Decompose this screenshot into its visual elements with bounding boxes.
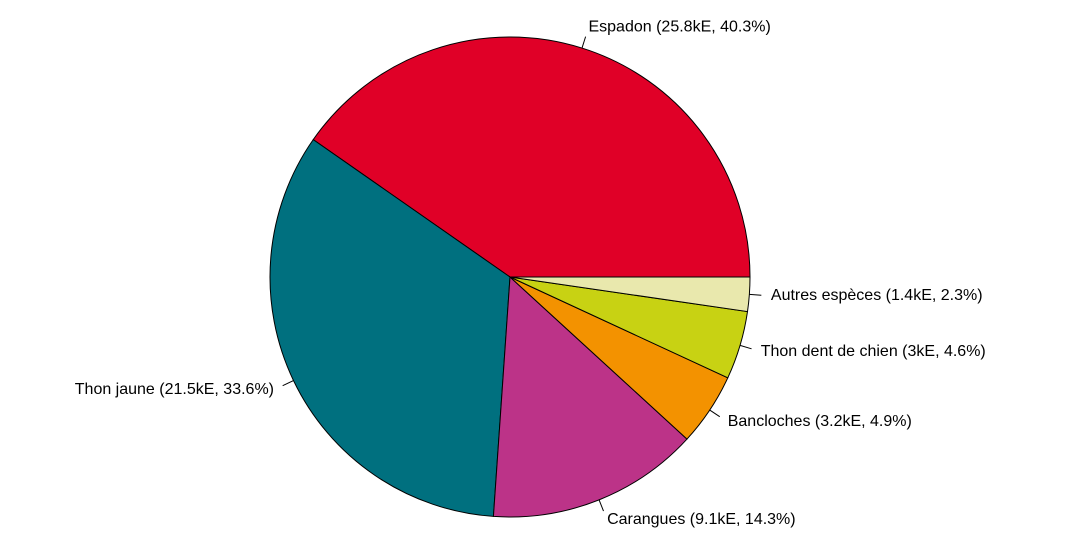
pie-slice <box>492 275 688 518</box>
slice-label: Bancloches (3.2kE, 4.9%) <box>728 413 912 430</box>
label-leader <box>739 344 752 350</box>
slice-label: Thon jaune (21.5kE, 33.6%) <box>75 381 274 398</box>
label-leader <box>598 499 604 512</box>
label-leader <box>709 409 721 418</box>
pie-slice <box>509 276 751 313</box>
slice-label: Carangues (9.1kE, 14.3%) <box>607 511 796 528</box>
label-leader <box>581 36 587 49</box>
slice-label: Thon dent de chien (3kE, 4.6%) <box>761 343 986 360</box>
slice-label: Espadon (25.8kE, 40.3%) <box>588 19 770 36</box>
slice-label: Autres espèces (1.4kE, 2.3%) <box>771 287 983 304</box>
label-leader <box>282 380 294 387</box>
label-leader <box>749 293 762 296</box>
